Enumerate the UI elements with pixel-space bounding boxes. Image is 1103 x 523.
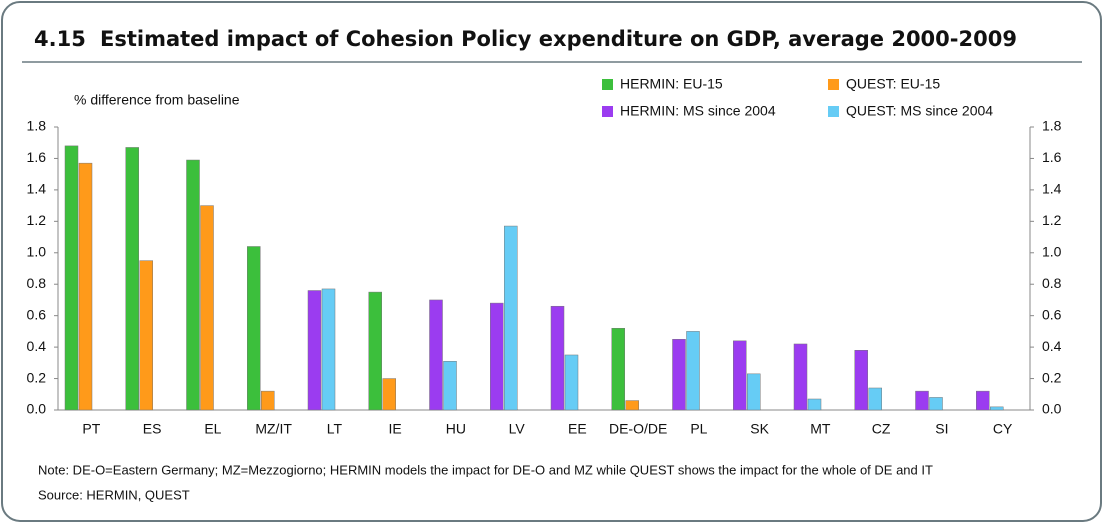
y-tick-label: 0.4	[27, 338, 47, 354]
x-tick-label: SI	[935, 421, 948, 437]
bar	[686, 331, 700, 411]
bar	[564, 354, 579, 411]
legend-swatch	[828, 79, 839, 90]
bar	[247, 246, 261, 411]
bar	[625, 400, 639, 411]
y-axis-label: % difference from baseline	[74, 92, 240, 108]
x-tick-label: ES	[143, 421, 162, 437]
bar	[854, 350, 868, 411]
y-tick-label: 1.8	[27, 118, 47, 134]
y2-tick-label: 0.4	[1042, 338, 1062, 354]
bar	[915, 390, 929, 411]
x-tick-label: PL	[690, 421, 707, 437]
x-tick-label: DE-O/DE	[609, 421, 667, 437]
legend-swatch	[602, 79, 613, 90]
x-tick-label: LV	[509, 421, 526, 437]
bar	[733, 340, 747, 411]
x-tick-label: PT	[82, 421, 100, 437]
legend-swatch	[602, 106, 613, 117]
bar	[868, 387, 882, 411]
bar	[990, 406, 1004, 411]
bar	[976, 390, 990, 411]
x-tick-label: SK	[750, 421, 769, 437]
y2-tick-label: 1.4	[1042, 181, 1062, 197]
x-tick-label: EE	[568, 421, 587, 437]
bar	[807, 398, 822, 411]
x-tick-label: CY	[993, 421, 1013, 437]
bar	[793, 343, 808, 411]
x-tick-label: HU	[446, 421, 466, 437]
y-tick-label: 1.0	[27, 243, 47, 259]
y-tick-label: 0.6	[27, 306, 47, 322]
source: Source: HERMIN, QUEST	[38, 487, 190, 502]
y2-tick-label: 0.2	[1042, 369, 1062, 385]
y-tick-label: 0.0	[27, 401, 47, 417]
legend-label: QUEST: EU-15	[846, 76, 940, 92]
legend-swatch	[828, 106, 839, 117]
x-tick-label: MT	[810, 421, 831, 437]
bar	[125, 147, 139, 411]
bar	[139, 260, 153, 411]
bar	[382, 378, 396, 411]
bar	[443, 361, 457, 411]
bar	[321, 288, 336, 411]
x-tick-label: IE	[389, 421, 402, 437]
bar	[611, 327, 625, 411]
bar	[429, 299, 443, 411]
bar	[261, 390, 275, 411]
y-tick-label: 1.6	[27, 149, 47, 165]
y-tick-label: 0.8	[27, 275, 47, 291]
x-tick-label: EL	[204, 421, 221, 437]
y2-tick-label: 1.8	[1042, 118, 1062, 134]
x-tick-label: MZ/IT	[255, 421, 292, 437]
bar	[490, 302, 504, 411]
bar	[78, 162, 93, 411]
bar	[504, 225, 518, 411]
bar	[307, 290, 322, 411]
bar	[64, 145, 79, 411]
bar	[747, 373, 761, 411]
legend-label: HERMIN: MS since 2004	[620, 103, 776, 119]
note: Note: DE-O=Eastern Germany; MZ=Mezzogior…	[38, 462, 933, 477]
y-tick-label: 1.4	[27, 181, 47, 197]
bar	[200, 205, 214, 411]
legend-label: QUEST: MS since 2004	[846, 103, 993, 119]
bar	[929, 397, 943, 411]
bar	[550, 305, 565, 411]
y2-tick-label: 0.0	[1042, 401, 1062, 417]
chart-number: 4.15	[34, 27, 86, 51]
y2-tick-label: 1.6	[1042, 149, 1062, 165]
y2-tick-label: 1.2	[1042, 212, 1062, 228]
y2-tick-label: 0.6	[1042, 306, 1062, 322]
bar	[672, 339, 686, 411]
y2-tick-label: 0.8	[1042, 275, 1062, 291]
y2-tick-label: 1.0	[1042, 243, 1062, 259]
x-tick-label: CZ	[872, 421, 891, 437]
y-tick-label: 0.2	[27, 369, 47, 385]
y-tick-label: 1.2	[27, 212, 47, 228]
bar	[368, 291, 382, 411]
chart-title: Estimated impact of Cohesion Policy expe…	[100, 27, 1017, 51]
x-tick-label: LT	[327, 421, 343, 437]
bar	[186, 159, 200, 411]
legend-label: HERMIN: EU-15	[620, 76, 723, 92]
